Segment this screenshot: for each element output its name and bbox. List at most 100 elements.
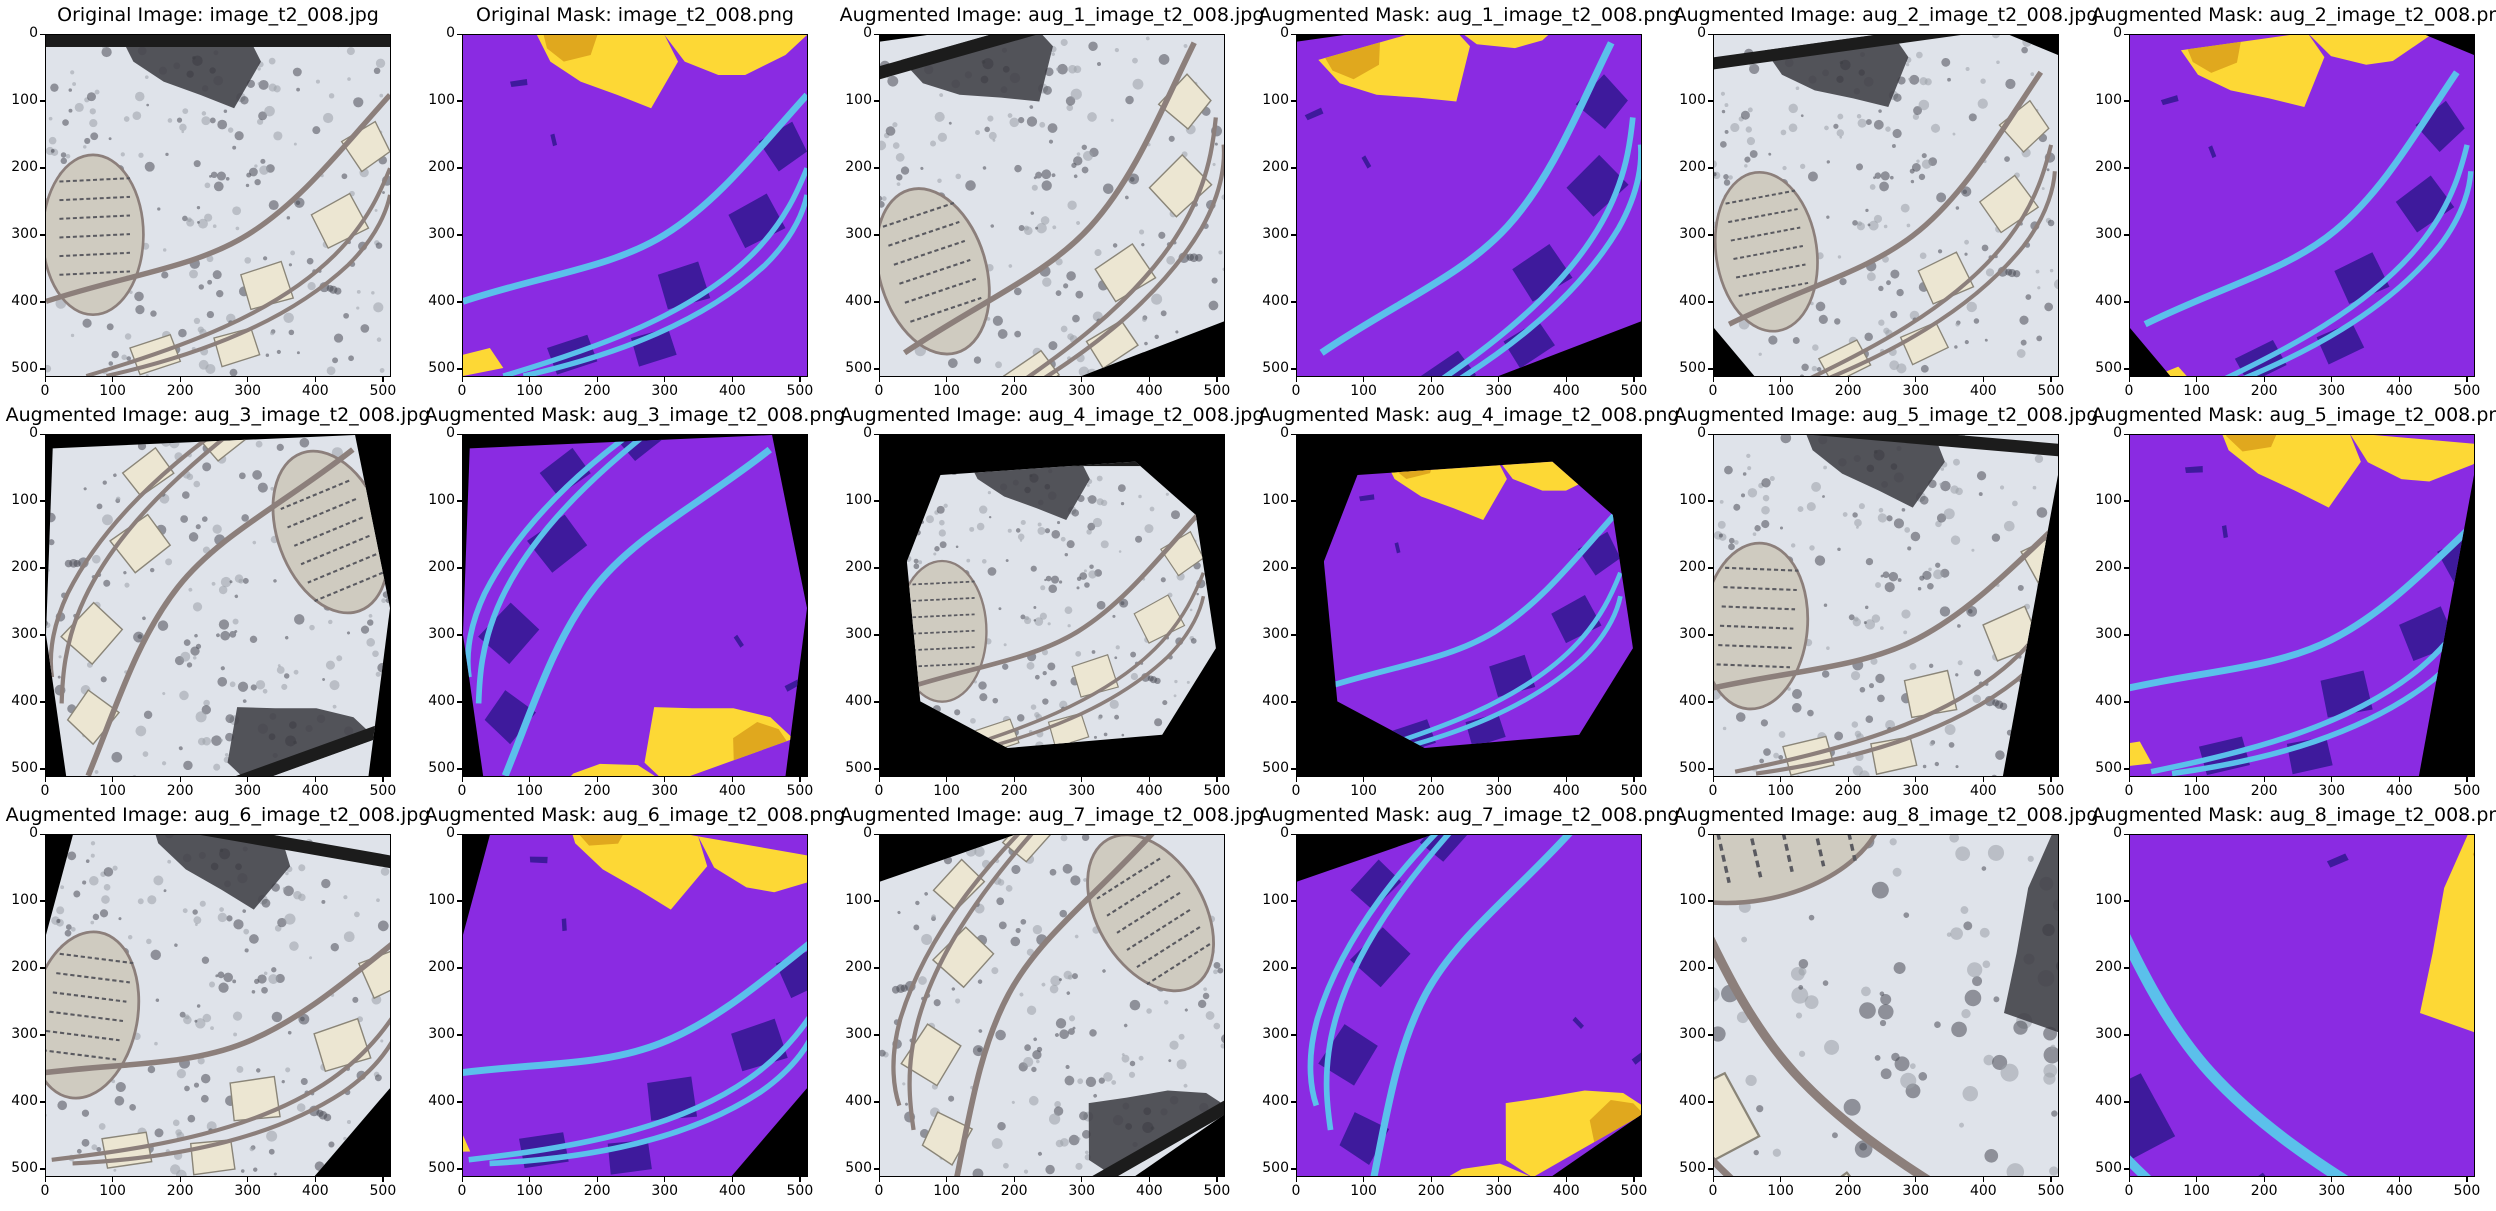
x-tick-label: 200 [1834, 783, 1862, 799]
x-tick-label: 500 [1203, 1183, 1231, 1199]
y-tick-label: 100 [1262, 491, 1289, 508]
x-tick-label: 400 [1969, 1183, 1997, 1199]
x-tick-label: 500 [2037, 783, 2065, 799]
x-tick [179, 1177, 181, 1182]
x-tick-label: 500 [369, 783, 397, 799]
x-tick-label: 200 [1834, 1183, 1862, 1199]
x-tick-label: 300 [1068, 383, 1096, 399]
y-tick [40, 167, 45, 169]
x-tick-label: 500 [1203, 383, 1231, 399]
x-tick [1633, 1177, 1635, 1182]
y-tick [2124, 701, 2129, 703]
y-tick-label: 100 [11, 891, 38, 908]
x-tick-label: 400 [1969, 383, 1997, 399]
y-tick-label: 500 [845, 759, 872, 776]
x-tick-label: 500 [2453, 383, 2481, 399]
y-tick [1291, 567, 1296, 569]
x-tick-label: 500 [1620, 383, 1648, 399]
y-tick-label: 100 [1262, 91, 1289, 108]
y-tick [874, 1034, 879, 1036]
x-tick-label: 500 [1620, 783, 1648, 799]
x-tick-label: 0 [2124, 383, 2134, 399]
x-tick-label: 400 [2385, 783, 2413, 799]
subplot-title: Augmented Mask: aug_4_image_t2_008.png [1258, 404, 1680, 426]
x-tick-label: 100 [1767, 783, 1794, 799]
x-tick-label: 300 [1068, 783, 1096, 799]
y-tick [1291, 1168, 1296, 1170]
y-tick [874, 301, 879, 303]
y-tick [40, 100, 45, 102]
x-tick-label: 100 [933, 1183, 960, 1199]
x-tick [1148, 1177, 1150, 1182]
y-tick-label: 300 [11, 225, 38, 242]
x-tick [1013, 777, 1015, 782]
satellite-image-plot [879, 834, 1225, 1177]
x-tick-label: 300 [234, 783, 262, 799]
x-tick-label: 500 [786, 783, 814, 799]
mask-raster [2130, 835, 2474, 1176]
x-tick [529, 377, 531, 382]
x-tick [2263, 777, 2265, 782]
x-tick [2196, 1177, 2198, 1182]
x-tick-label: 300 [234, 1183, 262, 1199]
y-tick [1708, 33, 1713, 35]
y-tick [1708, 500, 1713, 502]
y-tick [874, 1101, 879, 1103]
x-tick [1295, 1177, 1297, 1182]
x-tick [461, 1177, 463, 1182]
x-tick [1148, 377, 1150, 382]
y-tick [40, 1034, 45, 1036]
x-tick-label: 200 [1000, 383, 1028, 399]
y-tick [1708, 234, 1713, 236]
segmentation-mask-plot [1296, 834, 1642, 1177]
image-raster [880, 435, 1224, 776]
y-tick [2124, 967, 2129, 969]
x-tick [2128, 377, 2130, 382]
x-tick-label: 0 [1291, 1183, 1301, 1199]
x-tick-label: 400 [1135, 383, 1163, 399]
x-tick [1363, 377, 1365, 382]
y-tick [457, 1168, 462, 1170]
image-raster [1714, 435, 2058, 776]
x-tick-label: 100 [1350, 1183, 1377, 1199]
y-tick [1291, 301, 1296, 303]
satellite-image-plot [45, 34, 391, 377]
segmentation-mask-plot [1296, 34, 1642, 377]
x-tick-label: 0 [874, 783, 884, 799]
x-tick [2050, 377, 2052, 382]
x-tick-label: 100 [99, 383, 126, 399]
y-tick [874, 500, 879, 502]
y-tick [874, 33, 879, 35]
y-tick [2124, 1168, 2129, 1170]
y-tick [2124, 900, 2129, 902]
x-tick-label: 0 [457, 383, 467, 399]
x-tick [382, 377, 384, 382]
x-tick [1081, 1177, 1083, 1182]
x-tick [382, 777, 384, 782]
x-tick-label: 400 [2385, 1183, 2413, 1199]
y-tick-label: 100 [1679, 91, 1706, 108]
y-tick [874, 368, 879, 370]
x-tick [1430, 1177, 1432, 1182]
mask-raster [2130, 435, 2474, 776]
x-tick-label: 300 [234, 383, 262, 399]
y-tick-label: 300 [428, 1025, 455, 1042]
y-tick-label: 0 [446, 425, 455, 441]
y-tick [457, 967, 462, 969]
x-tick [731, 377, 733, 382]
x-tick-label: 500 [2453, 1183, 2481, 1199]
x-tick-label: 400 [1969, 783, 1997, 799]
y-tick-label: 0 [29, 825, 38, 841]
y-tick [1291, 900, 1296, 902]
y-tick [1291, 833, 1296, 835]
mask-raster [2130, 35, 2474, 376]
x-tick [2398, 777, 2400, 782]
y-tick [457, 500, 462, 502]
subplot-title: Augmented Mask: aug_6_image_t2_008.png [424, 804, 846, 826]
y-tick [40, 1168, 45, 1170]
y-tick-label: 400 [1679, 1092, 1706, 1109]
image-raster [46, 35, 390, 376]
image-raster [1714, 35, 2058, 376]
x-tick-label: 0 [1708, 1183, 1718, 1199]
mask-raster [1297, 835, 1641, 1176]
